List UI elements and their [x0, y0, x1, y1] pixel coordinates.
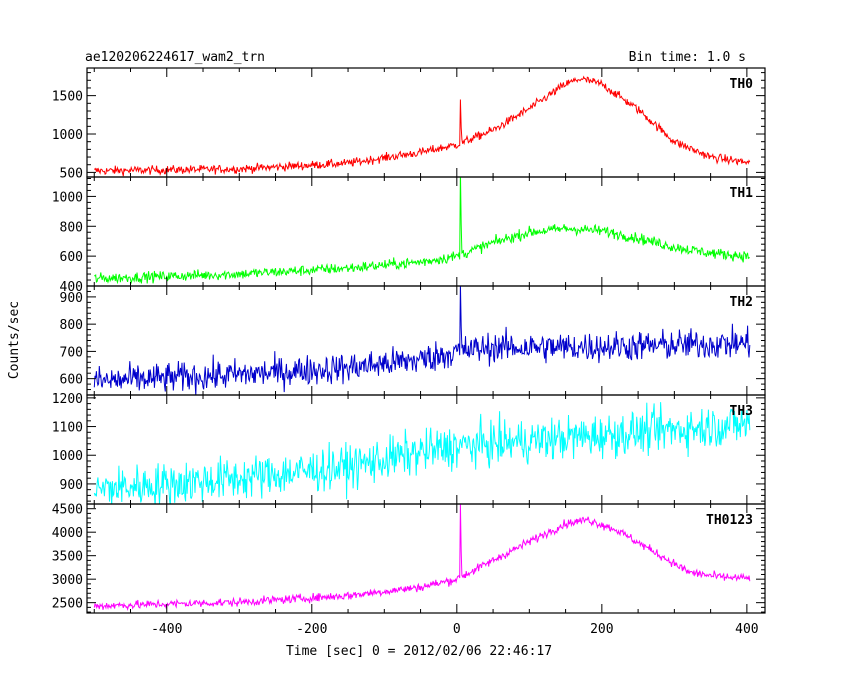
y-tick-label: 2500	[52, 597, 83, 612]
y-tick-label: 700	[60, 345, 83, 360]
panel-th0: 500 1000 1500 TH0	[52, 67, 766, 181]
panel-frame	[86, 67, 766, 178]
panel-th2: 600 700 800 900 TH2	[60, 285, 766, 396]
x-tick-label: 400	[735, 622, 758, 637]
x-tick-label: 200	[590, 622, 613, 637]
y-tick-label: 1100	[52, 421, 83, 436]
panel-th3: 900 1000 1100 1200 TH3	[52, 392, 766, 505]
y-tick-label: 3000	[52, 573, 83, 588]
y-tick-label: 1000	[52, 128, 83, 143]
y-tick-label: 1200	[52, 392, 83, 407]
panel-label-th2: TH2	[730, 295, 753, 310]
panel-frame	[86, 176, 766, 287]
panel-label-th3: TH3	[730, 404, 753, 419]
y-tick-label: 1000	[52, 190, 83, 205]
bin-time-label: Bin time: 1.0 s	[629, 50, 746, 65]
x-tick-label: 0	[453, 622, 461, 637]
x-axis: -400 -200 0 200 400	[151, 622, 759, 637]
panel-label-th1: TH1	[730, 186, 754, 201]
panel-frame	[86, 503, 766, 614]
series-line-th3	[93, 402, 751, 504]
file-name-label: ae120206224617_wam2_trn	[85, 50, 265, 65]
y-tick-label: 3500	[52, 550, 83, 565]
y-tick-label: 800	[60, 318, 83, 333]
panel-label-th0: TH0	[730, 77, 754, 92]
series-line-th1	[94, 177, 750, 285]
y-tick-label: 4000	[52, 526, 83, 541]
y-tick-label: 900	[60, 478, 83, 493]
y-tick-label: 900	[60, 291, 83, 306]
panel-th1: 400 600 800 1000 TH1	[52, 176, 766, 295]
y-tick-label: 800	[60, 220, 83, 235]
panels-group: 500 1000 1500 TH0 400 600 800 1000 TH1 600 700 800 9…	[52, 67, 766, 614]
series-line-th0	[93, 75, 751, 177]
panel-th0123: 2500 3000 3500 4000 4500 TH0123	[52, 503, 766, 614]
series-line-th0123	[93, 504, 751, 612]
x-tick-label: -200	[296, 622, 327, 637]
x-axis-label: Time [sec] 0 = 2012/02/06 22:46:17	[286, 644, 552, 659]
y-tick-label: 4500	[52, 503, 83, 518]
panel-label-th0123: TH0123	[706, 513, 753, 528]
y-axis-label: Counts/sec	[7, 301, 22, 379]
x-tick-label: -400	[151, 622, 182, 637]
y-tick-label: 600	[60, 250, 83, 265]
y-tick-label: 400	[60, 280, 83, 295]
y-tick-label: 1000	[52, 449, 83, 464]
y-tick-label: 600	[60, 373, 83, 388]
y-tick-label: 1500	[52, 90, 83, 105]
y-tick-label: 500	[60, 166, 83, 181]
series-line-th2	[93, 286, 751, 395]
